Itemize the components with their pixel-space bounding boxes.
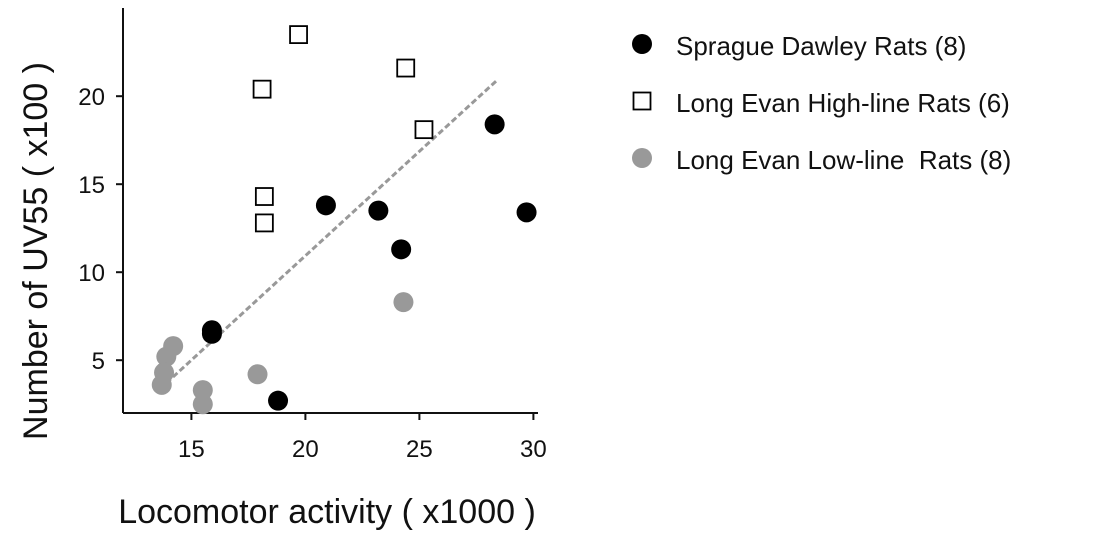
data-point bbox=[391, 239, 412, 260]
data-point bbox=[396, 58, 416, 78]
axes: 15 20 25 30 5 10 15 20 bbox=[78, 8, 547, 463]
data-point bbox=[252, 79, 272, 99]
data-point bbox=[289, 25, 308, 45]
data-points bbox=[151, 25, 537, 415]
data-point bbox=[192, 380, 213, 401]
legend-marker bbox=[632, 34, 652, 54]
series-2 bbox=[252, 25, 434, 233]
legend-item: Long Evan Low-line Rats (8) bbox=[632, 145, 1011, 175]
x-axis-title: Locomotor activity ( x1000 ) bbox=[118, 493, 536, 531]
data-point bbox=[201, 323, 222, 344]
data-point bbox=[192, 394, 213, 415]
legend-item: Sprague Dawley Rats (8) bbox=[632, 31, 966, 61]
legend-label: Long Evan High-line Rats (6) bbox=[676, 88, 1010, 118]
series-3 bbox=[151, 292, 414, 415]
series-1 bbox=[201, 114, 537, 411]
data-point bbox=[516, 202, 537, 223]
legend-item: Long Evan High-line Rats (6) bbox=[632, 88, 1010, 118]
data-point bbox=[254, 213, 274, 233]
y-tick-label: 15 bbox=[78, 172, 105, 199]
legend-label: Long Evan Low-line Rats (8) bbox=[676, 145, 1011, 175]
x-tick-label: 20 bbox=[292, 436, 319, 463]
x-tick-label: 25 bbox=[406, 436, 433, 463]
data-point bbox=[156, 346, 177, 367]
y-tick-label: 20 bbox=[78, 84, 105, 111]
x-tick-label: 15 bbox=[178, 436, 205, 463]
data-point bbox=[151, 374, 172, 395]
data-point bbox=[247, 364, 268, 385]
x-tick-label: 30 bbox=[520, 436, 547, 463]
y-tick-label: 10 bbox=[78, 260, 105, 287]
data-point bbox=[393, 292, 414, 313]
data-point bbox=[414, 120, 434, 140]
y-axis-title: Number of UV55 ( x100 ) bbox=[17, 62, 55, 440]
data-point bbox=[484, 114, 505, 135]
data-point bbox=[315, 195, 336, 216]
y-tick-label: 5 bbox=[92, 348, 105, 375]
data-point bbox=[268, 390, 289, 411]
data-point bbox=[368, 200, 389, 221]
legend: Sprague Dawley Rats (8) Long Evan High-li… bbox=[632, 31, 1011, 175]
data-point bbox=[254, 187, 274, 206]
legend-marker bbox=[632, 148, 652, 168]
legend-marker bbox=[632, 91, 652, 111]
legend-label: Sprague Dawley Rats (8) bbox=[676, 31, 966, 61]
